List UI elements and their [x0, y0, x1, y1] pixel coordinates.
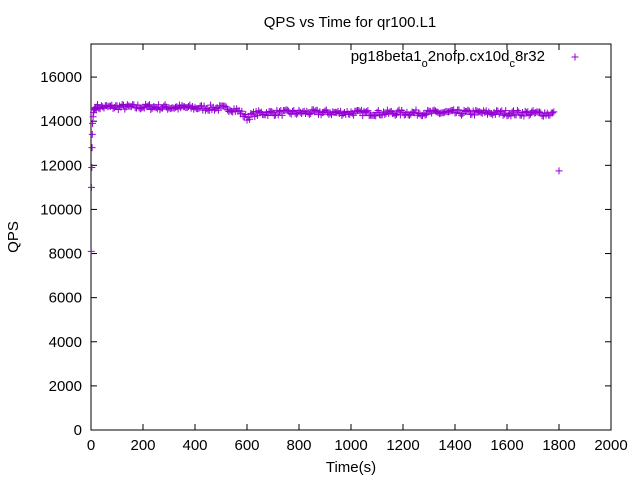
chart-title: QPS vs Time for qr100.L1 — [264, 14, 437, 31]
data-point — [88, 164, 96, 172]
y-tick-label: 12000 — [40, 157, 82, 174]
y-axis-label: QPS — [5, 221, 22, 253]
x-tick-label: 1800 — [542, 437, 575, 454]
data-point — [238, 107, 246, 115]
x-tick-label: 600 — [234, 437, 259, 454]
legend-text: 8r32 — [515, 48, 545, 65]
data-point — [307, 110, 315, 118]
x-tick-label: 400 — [182, 437, 207, 454]
data-point — [278, 111, 286, 119]
x-tick-label: 1200 — [386, 437, 419, 454]
x-tick-label: 0 — [87, 437, 95, 454]
y-tick-label: 16000 — [40, 69, 82, 86]
data-points — [87, 100, 563, 255]
data-point — [536, 108, 543, 116]
data-point — [381, 110, 389, 118]
data-point — [394, 107, 402, 115]
data-point — [513, 107, 521, 115]
data-point — [421, 111, 429, 119]
data-point — [134, 101, 142, 109]
y-axis: 0 2000 4000 6000 8000 10000 12000 14000 16000 — [40, 69, 611, 439]
data-point — [221, 102, 229, 110]
legend-label: pg18beta1o2nofp.cx10dc8r32 — [351, 48, 545, 70]
data-point — [374, 106, 382, 114]
legend-text: 2nofp.cx10d — [428, 48, 510, 65]
data-point — [350, 111, 358, 119]
data-point — [550, 108, 558, 116]
data-point — [89, 113, 97, 121]
data-point — [274, 111, 282, 119]
x-axis-label: Time(s) — [326, 459, 376, 476]
legend: pg18beta1o2nofp.cx10dc8r32 — [351, 48, 579, 70]
legend-marker — [571, 53, 579, 61]
data-point — [292, 110, 300, 118]
data-point — [87, 247, 95, 255]
y-tick-label: 8000 — [49, 246, 82, 263]
data-point — [276, 108, 283, 116]
data-point — [146, 101, 153, 109]
data-point — [464, 106, 472, 114]
x-tick-label: 200 — [130, 437, 155, 454]
data-point — [214, 106, 222, 114]
data-point — [502, 107, 510, 115]
data-point — [549, 109, 556, 117]
data-point — [363, 108, 371, 116]
x-tick-label: 800 — [286, 437, 311, 454]
data-point — [268, 108, 276, 116]
data-point — [364, 107, 372, 115]
data-point — [471, 111, 478, 119]
y-tick-label: 0 — [74, 422, 82, 439]
legend-subscript: c — [509, 58, 515, 70]
data-point — [455, 106, 463, 114]
y-tick-label: 2000 — [49, 378, 82, 395]
data-point — [555, 167, 563, 175]
data-point — [88, 144, 96, 152]
data-point — [144, 102, 152, 110]
y-tick-label: 14000 — [40, 113, 82, 130]
x-tick-label: 2000 — [594, 437, 627, 454]
data-point — [372, 112, 380, 120]
data-point — [458, 111, 465, 119]
y-tick-label: 6000 — [49, 290, 82, 307]
data-point — [391, 111, 399, 119]
y-tick-label: 4000 — [49, 334, 82, 351]
x-tick-label: 1400 — [438, 437, 471, 454]
legend-subscript: o — [422, 58, 428, 70]
x-tick-label: 1600 — [490, 437, 523, 454]
data-point — [89, 119, 97, 127]
data-point — [94, 101, 101, 109]
data-point — [222, 103, 230, 111]
data-point — [507, 112, 515, 120]
data-point — [264, 112, 272, 120]
x-axis: 0 200 400 600 800 1000 1200 1400 1600 1800 2000 — [87, 44, 628, 454]
data-point — [305, 110, 313, 118]
y-tick-label: 10000 — [40, 201, 82, 218]
legend-marker-symbol — [571, 53, 579, 61]
data-point — [246, 115, 254, 123]
x-tick-label: 1000 — [334, 437, 367, 454]
data-point — [88, 130, 96, 138]
data-point — [88, 183, 96, 191]
legend-text: pg18beta1 — [351, 48, 422, 65]
